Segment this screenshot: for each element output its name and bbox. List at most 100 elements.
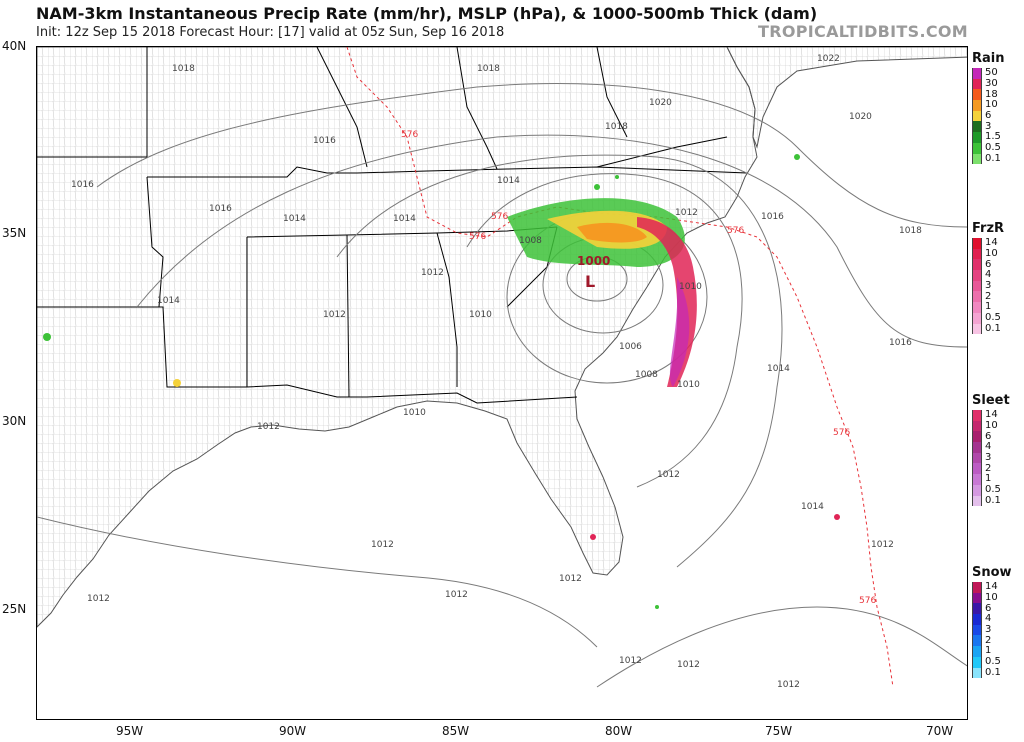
isobar-label: 1016 xyxy=(889,338,912,348)
frzr-legend-label: 0.5 xyxy=(985,312,1001,324)
snow-legend-label: 0.5 xyxy=(985,656,1001,668)
isobar-label: 1008 xyxy=(635,370,658,380)
rain-legend-swatch xyxy=(972,68,982,79)
rain-legend-label: 0.1 xyxy=(985,152,1001,164)
snow-legend-label: 1 xyxy=(985,645,992,657)
rain-legend-label: 10 xyxy=(985,99,998,111)
isobar-label: 1012 xyxy=(619,656,642,666)
snow-legend-title: Snow xyxy=(972,565,1012,580)
isobar-label: 1006 xyxy=(619,342,642,352)
sleet-legend-row: 10 xyxy=(972,421,1024,432)
isobar-label: 1012 xyxy=(675,208,698,218)
sleet-legend-swatch xyxy=(972,442,982,453)
sleet-legend-label: 4 xyxy=(985,441,992,453)
frzr-legend-label: 4 xyxy=(985,269,992,281)
snow-legend-row: 14 xyxy=(972,582,1024,593)
frzr-legend-swatch xyxy=(972,291,982,303)
lon-label-85w: 85W xyxy=(442,724,470,738)
isobar-label: 1018 xyxy=(477,64,500,74)
frzr-legend-row: 2 xyxy=(972,291,1024,303)
rain-legend-row: 0.5 xyxy=(972,143,1024,154)
rain-legend-swatch xyxy=(972,132,982,143)
thickness-line xyxy=(346,47,894,688)
sleet-legend-label: 2 xyxy=(985,462,992,474)
frzr-legend-swatch xyxy=(972,248,982,260)
frzr-legend-row: 3 xyxy=(972,281,1024,292)
sleet-legend-swatch xyxy=(972,410,982,421)
isobar-label: 1014 xyxy=(767,364,790,374)
rain-legend-swatch xyxy=(972,121,982,133)
rain-legend-row: 30 xyxy=(972,79,1024,90)
rain-legend-swatch xyxy=(972,78,982,90)
thickness-label: 576 xyxy=(491,212,508,222)
thickness-label: 576 xyxy=(833,428,850,438)
sleet-legend: Sleet 14 10 6 4 3 2 1 0.5 0.1 xyxy=(972,392,1024,507)
isobar-label: 1012 xyxy=(257,422,280,432)
sleet-legend-row: 14 xyxy=(972,410,1024,421)
isobars xyxy=(37,83,967,688)
frzr-legend-row: 14 xyxy=(972,238,1024,249)
rain-legend-row: 50 xyxy=(972,68,1024,79)
frzr-legend-swatch xyxy=(972,312,982,324)
isobar-label: 1012 xyxy=(323,310,346,320)
thickness-label: 576 xyxy=(401,130,418,140)
sleet-legend-row: 2 xyxy=(972,462,1024,475)
isobar-label: 1010 xyxy=(403,408,426,418)
state-borders xyxy=(37,47,748,404)
snow-legend-row: 1 xyxy=(972,646,1024,657)
sleet-legend-row: 0.5 xyxy=(972,485,1024,496)
frzr-legend-swatch xyxy=(972,302,982,313)
rain-legend-swatch xyxy=(972,89,982,101)
weather-map[interactable]: 1000 L 1018 1016 1016 1016 1014 1014 101… xyxy=(36,46,968,720)
isobar-label: 1012 xyxy=(559,574,582,584)
isobar-label: 1020 xyxy=(649,98,672,108)
rain-legend-label: 30 xyxy=(985,78,998,90)
frzr-legend-label: 1 xyxy=(985,301,992,313)
sleet-legend-label: 0.1 xyxy=(985,494,1001,506)
brand-watermark: TROPICALTIDBITS.COM xyxy=(758,22,968,41)
rain-legend-label: 3 xyxy=(985,120,992,132)
sleet-legend-swatch xyxy=(972,474,982,485)
lat-label-25n: 25N xyxy=(2,602,27,616)
snow-legend-label: 3 xyxy=(985,624,992,636)
snow-legend-label: 0.1 xyxy=(985,666,1001,678)
isobar-label: 1012 xyxy=(657,470,680,480)
low-pressure-value: 1000 xyxy=(577,254,610,268)
snow-legend: Snow 14 10 6 4 3 2 1 0.5 0.1 xyxy=(972,564,1024,679)
rain-legend-swatch xyxy=(972,100,982,111)
sleet-legend-swatch xyxy=(972,495,982,507)
rain-legend-label: 0.5 xyxy=(985,142,1001,154)
snow-legend-swatch xyxy=(972,592,982,604)
frzr-legend-swatch xyxy=(972,323,982,335)
isobar-label: 1014 xyxy=(497,176,520,186)
isobar-label: 1012 xyxy=(445,590,468,600)
rain-legend-row: 10 xyxy=(972,100,1024,111)
frzr-legend-swatch xyxy=(972,270,982,281)
snow-legend-swatch xyxy=(972,635,982,647)
rain-legend: Rain 50 30 18 10 6 3 1.5 0.5 0.1 xyxy=(972,50,1024,165)
sleet-legend-row: 0.1 xyxy=(972,494,1024,507)
isobar-label: 1010 xyxy=(469,310,492,320)
rain-legend-title: Rain xyxy=(972,51,1005,66)
snow-legend-swatch xyxy=(972,646,982,657)
sleet-legend-label: 3 xyxy=(985,452,992,464)
rain-legend-swatch xyxy=(972,110,982,122)
snow-legend-swatch xyxy=(972,667,982,679)
rain-legend-swatch xyxy=(972,142,982,154)
rain-legend-row: 6 xyxy=(972,111,1024,122)
lat-label-35n: 35N xyxy=(2,226,27,240)
snow-legend-row: 6 xyxy=(972,603,1024,615)
lon-label-95w: 95W xyxy=(116,724,144,738)
frzr-legend-row: 10 xyxy=(972,249,1024,260)
map-canvas: 1000 L 1018 1016 1016 1016 1014 1014 101… xyxy=(37,47,967,690)
frzr-legend-label: 6 xyxy=(985,258,992,270)
sleet-legend-title: Sleet xyxy=(972,393,1010,408)
isobar-label: 1016 xyxy=(209,204,232,214)
thickness-label: 576 xyxy=(859,596,876,606)
snow-legend-label: 10 xyxy=(985,592,998,604)
thickness-label: 576 xyxy=(469,232,486,242)
snow-legend-row: 0.5 xyxy=(972,657,1024,668)
snow-legend-label: 14 xyxy=(985,581,998,593)
isobar-label: 1012 xyxy=(371,540,394,550)
snow-legend-row: 0.1 xyxy=(972,666,1024,679)
